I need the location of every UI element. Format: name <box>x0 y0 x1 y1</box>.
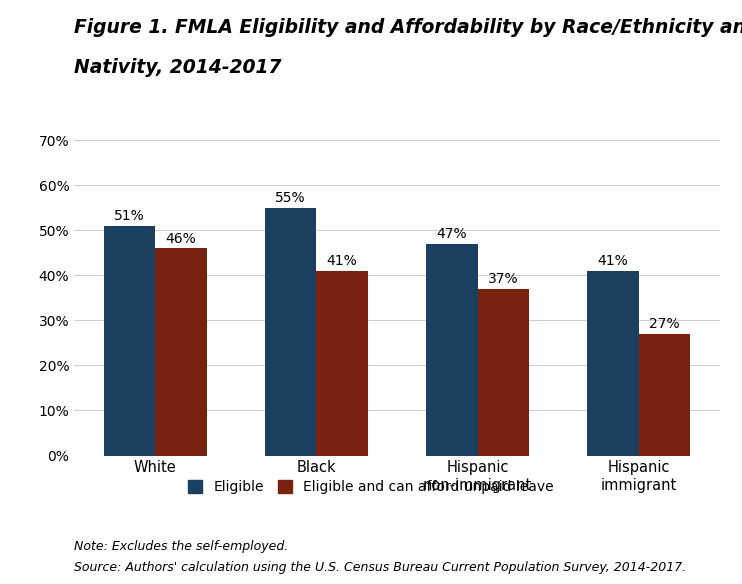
Text: 27%: 27% <box>649 317 680 331</box>
Bar <box>316 271 368 456</box>
Text: 55%: 55% <box>275 191 306 205</box>
Text: 41%: 41% <box>326 254 358 268</box>
Bar <box>104 226 155 456</box>
Text: Nativity, 2014-2017: Nativity, 2014-2017 <box>74 58 282 78</box>
Bar <box>426 244 478 456</box>
Legend: Eligible, Eligible and can afford unpaid leave: Eligible, Eligible and can afford unpaid… <box>184 476 558 498</box>
Text: Figure 1. FMLA Eligibility and Affordability by Race/Ethnicity and: Figure 1. FMLA Eligibility and Affordabi… <box>74 18 742 37</box>
Bar <box>587 271 639 456</box>
Text: Source: Authors' calculation using the U.S. Census Bureau Current Population Sur: Source: Authors' calculation using the U… <box>74 561 686 573</box>
Text: 47%: 47% <box>436 227 467 241</box>
Bar <box>265 208 316 456</box>
Bar <box>478 289 529 456</box>
Bar <box>155 248 207 456</box>
Text: 46%: 46% <box>165 232 197 246</box>
Text: 37%: 37% <box>488 272 519 286</box>
Bar <box>639 334 690 456</box>
Text: 41%: 41% <box>597 254 628 268</box>
Text: Note: Excludes the self-employed.: Note: Excludes the self-employed. <box>74 540 289 553</box>
Text: 51%: 51% <box>114 209 145 223</box>
